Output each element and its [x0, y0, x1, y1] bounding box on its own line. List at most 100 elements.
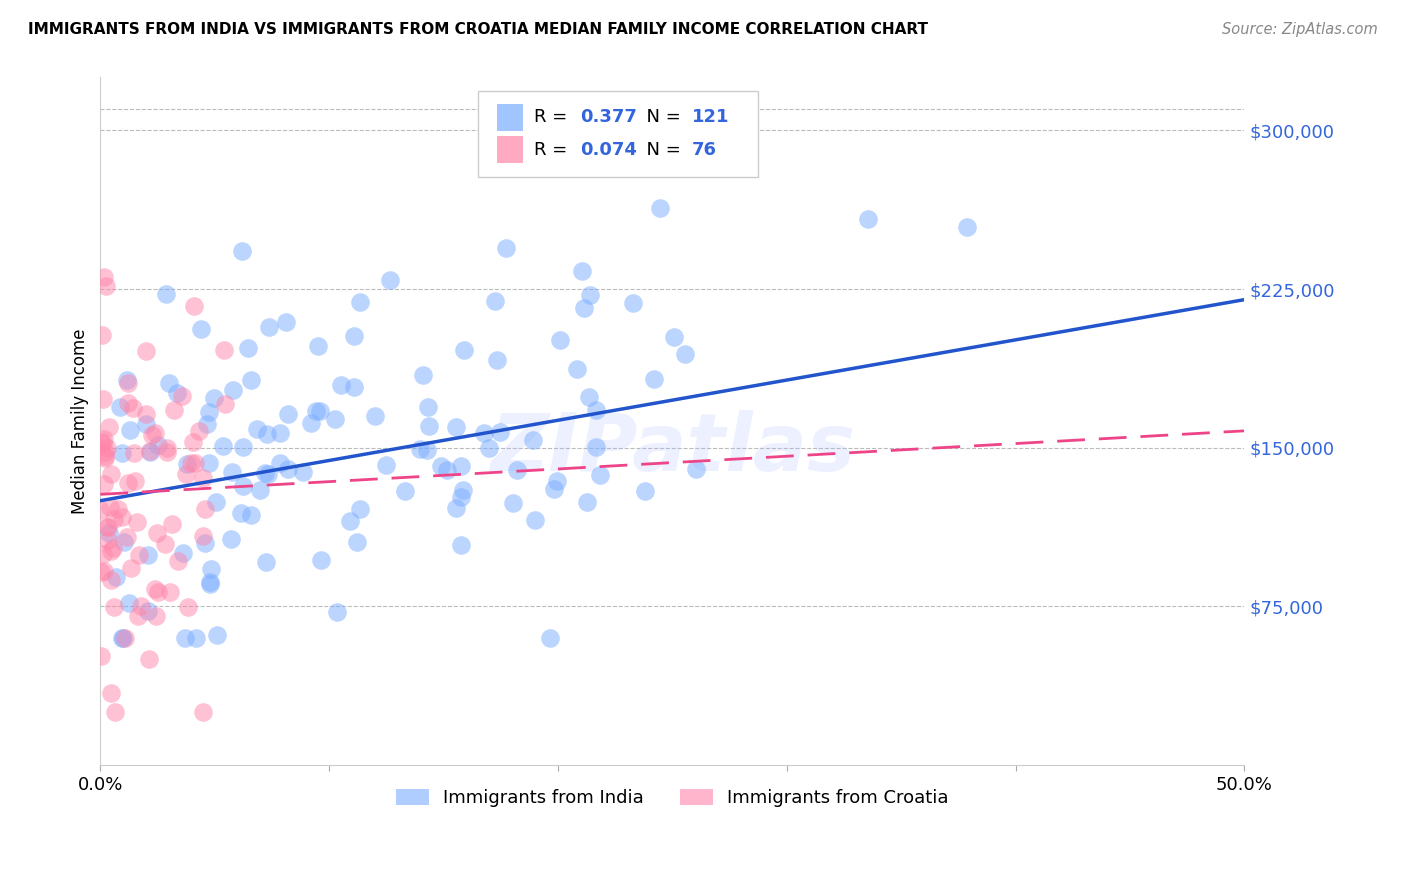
Point — [107, 501, 129, 516]
Point — [453, 343, 475, 357]
Point — [180, 456, 202, 470]
Point — [416, 400, 439, 414]
Point — [506, 463, 529, 477]
Point — [256, 427, 278, 442]
Point — [349, 295, 371, 310]
FancyBboxPatch shape — [478, 91, 758, 178]
Point — [103, 706, 125, 720]
Point — [524, 513, 547, 527]
Point — [588, 467, 610, 482]
Point — [495, 241, 517, 255]
Point — [115, 373, 138, 387]
Point — [191, 471, 214, 485]
Bar — [498, 136, 523, 163]
Point — [231, 506, 253, 520]
Point — [291, 466, 314, 480]
Legend: Immigrants from India, Immigrants from Croatia: Immigrants from India, Immigrants from C… — [389, 782, 956, 814]
Point — [190, 321, 212, 335]
Point — [114, 631, 136, 645]
Point — [136, 604, 159, 618]
Point — [197, 405, 219, 419]
Point — [565, 362, 588, 376]
Point — [673, 347, 696, 361]
Point — [418, 418, 440, 433]
Point — [578, 390, 600, 404]
Point — [277, 407, 299, 421]
Point — [91, 435, 114, 450]
Text: ZIPatlas: ZIPatlas — [489, 409, 855, 488]
Point — [122, 446, 145, 460]
Point — [135, 408, 157, 422]
Text: 76: 76 — [692, 141, 717, 159]
Point — [162, 402, 184, 417]
Point — [253, 466, 276, 480]
Point — [309, 553, 332, 567]
Point — [94, 279, 117, 293]
Point — [141, 428, 163, 442]
Point — [856, 212, 879, 227]
Point — [198, 456, 221, 470]
Point — [453, 483, 475, 498]
Point — [131, 599, 153, 614]
Point — [173, 632, 195, 646]
Point — [664, 330, 686, 344]
Point — [98, 500, 121, 515]
Point — [94, 445, 117, 459]
Point — [138, 445, 160, 459]
Point — [117, 376, 139, 390]
Point — [956, 219, 979, 234]
Point — [538, 632, 561, 646]
Point — [117, 475, 139, 490]
Point — [135, 417, 157, 431]
Point — [214, 397, 236, 411]
Point — [143, 425, 166, 440]
Point — [585, 441, 607, 455]
Point — [323, 412, 346, 426]
Text: 0.074: 0.074 — [579, 141, 637, 159]
Point — [326, 605, 349, 619]
Point — [145, 609, 167, 624]
Point — [621, 296, 644, 310]
Point — [111, 446, 134, 460]
Point — [101, 541, 124, 555]
Point — [634, 483, 657, 498]
Point — [238, 341, 260, 355]
Point — [193, 706, 215, 720]
Point — [578, 288, 600, 302]
Point — [94, 451, 117, 466]
Point — [174, 467, 197, 482]
Point — [112, 535, 135, 549]
Point — [200, 562, 222, 576]
Point — [184, 456, 207, 470]
Point — [585, 402, 607, 417]
Point — [484, 294, 506, 309]
Point — [167, 554, 190, 568]
Point — [576, 494, 599, 508]
Point — [416, 443, 439, 458]
Point — [349, 501, 371, 516]
Point — [450, 491, 472, 505]
Point — [90, 648, 112, 663]
Point — [96, 520, 118, 534]
Point — [363, 409, 385, 424]
Point — [259, 319, 281, 334]
Point — [374, 458, 396, 472]
Point — [232, 479, 254, 493]
Point — [138, 548, 160, 562]
Point — [221, 532, 243, 546]
Point — [103, 599, 125, 614]
Point — [187, 424, 209, 438]
Bar — [498, 103, 523, 131]
Point — [339, 514, 361, 528]
Point — [93, 269, 115, 284]
Point — [299, 417, 322, 431]
Point — [380, 273, 402, 287]
Point — [232, 440, 254, 454]
Point — [89, 503, 111, 517]
Point — [172, 546, 194, 560]
Point — [409, 442, 432, 456]
Point — [269, 456, 291, 470]
Point — [522, 433, 544, 447]
Point — [170, 389, 193, 403]
Point — [103, 512, 125, 526]
